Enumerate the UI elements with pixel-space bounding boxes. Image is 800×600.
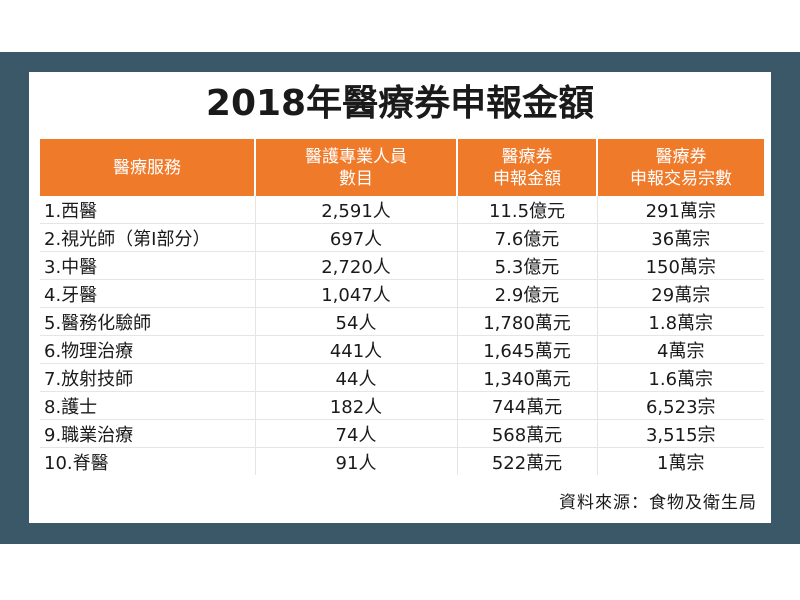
- cell-amount: 1,340萬元: [456, 363, 597, 392]
- cell-transactions: 1.8萬宗: [596, 307, 764, 336]
- cell-amount: 2.9億元: [456, 279, 597, 308]
- cell-staff: 182人: [254, 391, 457, 420]
- table-row: 6.物理治療 441人 1,645萬元 4萬宗: [40, 335, 764, 364]
- cell-transactions: 29萬宗: [596, 279, 764, 308]
- table-row: 10.脊醫 91人 522萬元 1萬宗: [40, 447, 764, 475]
- cell-amount: 7.6億元: [456, 223, 597, 252]
- cell-staff: 2,591人: [254, 196, 457, 224]
- cell-staff: 1,047人: [254, 279, 457, 308]
- cell-service: 1.西醫: [44, 200, 98, 222]
- table-row: 3.中醫 2,720人 5.3億元 150萬宗: [40, 251, 764, 280]
- header-service: 醫療服務: [40, 139, 255, 196]
- cell-service: 4.牙醫: [40, 279, 255, 308]
- cell-staff: 2,720人: [254, 251, 457, 280]
- source-note: 資料來源：食物及衛生局: [559, 493, 757, 513]
- table-row: 2.視光師（第I部分） 697人 7.6億元 36萬宗: [40, 223, 764, 252]
- cell-amount: 5.3億元: [456, 251, 597, 280]
- cell-service: 8.護士: [40, 391, 255, 420]
- data-table: 醫療服務 醫護專業人員 數目 醫療券 申報金額 醫療券 申報交易宗數 1.西醫: [40, 139, 764, 475]
- page-title: 2018年醫療券申報金額: [205, 83, 595, 124]
- cell-service: 6.物理治療: [40, 335, 255, 364]
- content-panel: 2018年醫療券申報金額 醫療服務 醫護專業人員 數目 醫療券 申報金額 醫療券…: [29, 72, 771, 523]
- cell-staff: 441人: [254, 335, 457, 364]
- cell-transactions: 36萬宗: [596, 223, 764, 252]
- cell-transactions: 3,515宗: [596, 419, 764, 448]
- cell-staff: 697人: [254, 223, 457, 252]
- cell-amount: 744萬元: [456, 391, 597, 420]
- cell-amount: 1,645萬元: [456, 335, 597, 364]
- table-row: 8.護士 182人 744萬元 6,523宗: [40, 391, 764, 420]
- cell-amount: 11.5億元: [456, 196, 597, 224]
- cell-service: 10.脊醫: [40, 447, 255, 475]
- cell-service: 2.視光師（第I部分）: [40, 223, 255, 252]
- cell-transactions: 4萬宗: [596, 335, 764, 364]
- cell-amount: 568萬元: [456, 419, 597, 448]
- cell-staff: 74人: [254, 419, 457, 448]
- cell-transactions: 1.6萬宗: [596, 363, 764, 392]
- header-staff-count: 醫護專業人員 數目: [254, 139, 457, 196]
- cell-staff: 54人: [254, 307, 457, 336]
- table-row: 9.職業治療 74人 568萬元 3,515宗: [40, 419, 764, 448]
- cell-service: 3.中醫: [40, 251, 255, 280]
- header-claim-amount: 醫療券 申報金額: [456, 139, 597, 196]
- table-row: 1.西醫 2,591人 11.5億元 291萬宗: [40, 196, 764, 224]
- table-row: 7.放射技師 44人 1,340萬元 1.6萬宗: [40, 363, 764, 392]
- table-row: 5.醫務化驗師 54人 1,780萬元 1.8萬宗: [40, 307, 764, 336]
- cell-staff: 91人: [254, 447, 457, 475]
- header-transaction-count: 醫療券 申報交易宗數: [596, 139, 764, 196]
- header-row: 醫療服務 醫護專業人員 數目 醫療券 申報金額 醫療券 申報交易宗數: [40, 139, 764, 196]
- cell-transactions: 6,523宗: [596, 391, 764, 420]
- cell-transactions: 291萬宗: [596, 196, 764, 224]
- cell-service: 9.職業治療: [40, 419, 255, 448]
- cell-service: 5.醫務化驗師: [40, 307, 255, 336]
- table-row: 4.牙醫 1,047人 2.9億元 29萬宗: [40, 279, 764, 308]
- cell-staff: 44人: [254, 363, 457, 392]
- cell-transactions: 150萬宗: [596, 251, 764, 280]
- cell-amount: 522萬元: [456, 447, 597, 475]
- cell-transactions: 1萬宗: [596, 447, 764, 475]
- cell-service: 7.放射技師: [40, 363, 255, 392]
- cell-amount: 1,780萬元: [456, 307, 597, 336]
